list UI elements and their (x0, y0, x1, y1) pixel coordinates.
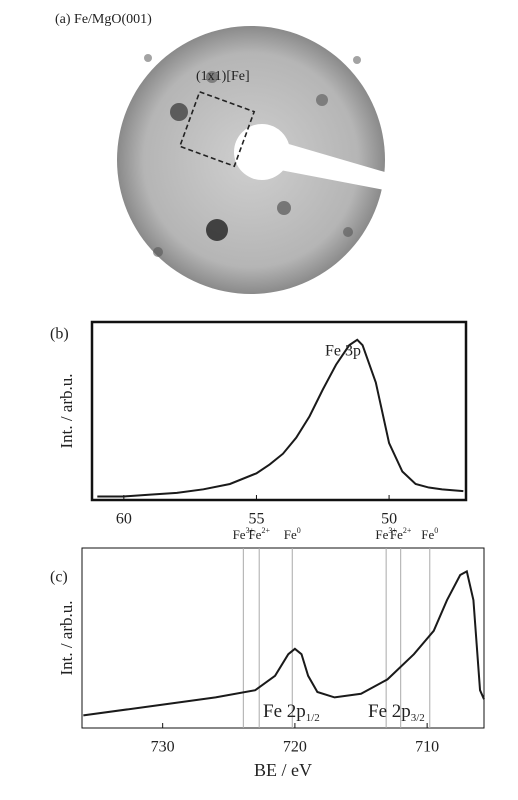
spectrum-line (83, 569, 485, 717)
x-axis-label: BE / eV (254, 760, 312, 780)
reference-element: Fe (421, 527, 434, 542)
panel-label: (c) (50, 569, 68, 586)
y-axis-label: Int. / arb.u. (57, 600, 76, 675)
x-tick-label: 710 (415, 739, 439, 756)
peak-annotation: Fe 3p (325, 343, 361, 360)
peak-label-sub: 3/2 (411, 712, 425, 724)
reference-label: Fe0 (284, 526, 301, 542)
leed-image (117, 26, 395, 294)
peak-label: Fe 2p3/2 (368, 701, 425, 723)
plot-frame (90, 320, 468, 502)
x-tick-label: 50 (381, 511, 397, 528)
peak-label-sub: 1/2 (306, 712, 320, 724)
peak-label-text: Fe 2p (263, 701, 306, 722)
reference-charge: 0 (297, 526, 301, 535)
y-axis-label: Int. / arb.u. (57, 373, 76, 448)
reference-label: Fe2+ (248, 526, 270, 542)
reference-charge: 3+ (388, 526, 397, 535)
peak-label: Fe 2p1/2 (263, 701, 320, 723)
spectrum-line (97, 338, 464, 498)
reference-element: Fe (375, 527, 388, 542)
cell-label: (1x1)[Fe] (196, 69, 250, 84)
reference-charge: 2+ (261, 526, 270, 535)
reference-element: Fe (248, 527, 261, 542)
reference-charge: 2+ (403, 526, 412, 535)
plot-frame (81, 547, 485, 729)
reference-label: Fe0 (421, 526, 438, 542)
x-tick-label: 55 (248, 511, 264, 528)
x-tick-label: 720 (283, 739, 307, 756)
peak-label-text: Fe 2p (368, 701, 411, 722)
reference-element: Fe (390, 527, 403, 542)
panel-label: (b) (50, 326, 69, 343)
reference-element: Fe (284, 527, 297, 542)
reference-charge: 0 (434, 526, 438, 535)
x-tick-label: 730 (151, 739, 175, 756)
reference-label: Fe3+ (375, 526, 397, 542)
reference-label: Fe3+ (233, 526, 255, 542)
x-tick-label: 60 (116, 511, 132, 528)
reference-label: Fe2+ (390, 526, 412, 542)
panel-title: (a) Fe/MgO(001) (55, 12, 152, 27)
reference-charge: 3+ (246, 526, 255, 535)
reference-element: Fe (233, 527, 246, 542)
